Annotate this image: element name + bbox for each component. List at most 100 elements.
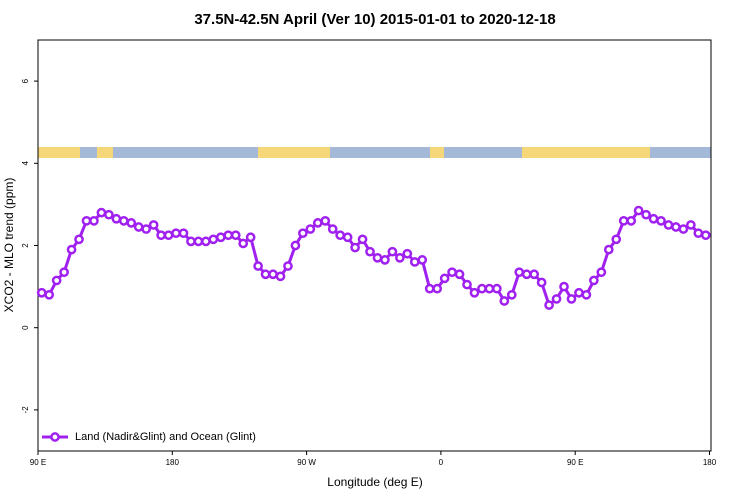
point: [700, 230, 711, 241]
x-tick-label: 90 E: [30, 458, 46, 467]
point: [163, 230, 174, 241]
point: [230, 230, 241, 241]
point: [417, 255, 428, 265]
point: [387, 246, 398, 257]
point: [89, 215, 99, 226]
point: [66, 244, 77, 255]
point: [693, 228, 704, 239]
point: [357, 234, 368, 245]
point: [36, 287, 47, 298]
point: [305, 224, 316, 234]
legend-label: Land (Nadir&Glint) and Ocean (Glint): [75, 431, 256, 443]
chart-title: 37.5N-42.5N April (Ver 10) 2015-01-01 to…: [194, 11, 555, 28]
point: [447, 267, 457, 278]
point: [544, 300, 554, 310]
point: [215, 232, 226, 243]
map-strip: [38, 147, 711, 158]
point: [618, 215, 629, 226]
point: [223, 230, 234, 241]
point: [499, 296, 510, 306]
point: [432, 283, 443, 294]
point: [275, 271, 286, 282]
point: [454, 269, 465, 280]
legend-marker: [50, 432, 60, 442]
point: [74, 234, 84, 245]
point: [462, 279, 472, 290]
point: [81, 215, 92, 226]
point: [44, 289, 55, 300]
point: [536, 277, 547, 288]
point: [395, 252, 405, 263]
x-tick-label: 0: [439, 458, 444, 467]
point: [469, 287, 480, 298]
point: [589, 275, 599, 286]
point: [551, 294, 562, 304]
point: [686, 220, 696, 230]
x-axis-label: Longitude (deg E): [327, 475, 422, 489]
point: [656, 215, 666, 226]
point: [409, 257, 420, 267]
point: [178, 228, 189, 239]
point: [529, 269, 540, 280]
legend-item: Land (Nadir&Glint) and Ocean (Glint): [42, 431, 256, 443]
y-tick-label: 2: [21, 243, 30, 248]
y-axis-label: XCO2 - MLO trend (ppm): [2, 178, 16, 313]
point: [260, 269, 271, 280]
point: [104, 209, 114, 220]
point: [171, 228, 181, 239]
point: [133, 222, 144, 232]
point: [581, 289, 592, 300]
point: [201, 236, 211, 247]
point: [118, 215, 129, 226]
point: [193, 236, 204, 247]
point: [320, 215, 331, 226]
point: [268, 269, 278, 280]
y-tick-label: 6: [21, 78, 30, 83]
point: [559, 281, 569, 292]
point: [626, 215, 637, 226]
y-tick-label: -2: [21, 406, 30, 414]
point: [521, 269, 532, 280]
x-tick-label: 90 E: [567, 458, 583, 467]
point: [342, 232, 353, 243]
point: [350, 242, 360, 253]
point: [596, 267, 607, 278]
point: [156, 230, 166, 241]
point: [566, 294, 577, 304]
point: [186, 236, 196, 247]
point: [208, 234, 219, 245]
point: [141, 224, 152, 234]
y-tick-label: 0: [21, 325, 30, 330]
point: [633, 205, 644, 216]
point: [506, 289, 517, 300]
point: [312, 218, 323, 228]
point: [484, 283, 495, 294]
point: [365, 246, 375, 257]
point: [335, 230, 346, 241]
point: [298, 228, 308, 239]
point: [238, 238, 249, 249]
point: [603, 244, 614, 255]
point: [111, 213, 122, 224]
point: [492, 283, 502, 294]
point: [678, 224, 689, 234]
point: [641, 209, 651, 220]
point: [327, 224, 338, 234]
point: [424, 283, 435, 294]
point: [96, 207, 107, 218]
point: [663, 220, 674, 230]
point: [290, 240, 301, 251]
x-tick-label: 180: [703, 458, 717, 467]
point: [648, 213, 659, 224]
point: [126, 218, 137, 228]
point: [380, 255, 390, 265]
point: [59, 267, 69, 278]
y-tick-label: 4: [21, 161, 30, 166]
point: [611, 234, 622, 245]
x-tick-label: 180: [166, 458, 180, 467]
point: [253, 261, 263, 271]
point: [439, 273, 450, 284]
x-tick-label: 90 W: [297, 458, 316, 467]
point: [245, 232, 256, 243]
